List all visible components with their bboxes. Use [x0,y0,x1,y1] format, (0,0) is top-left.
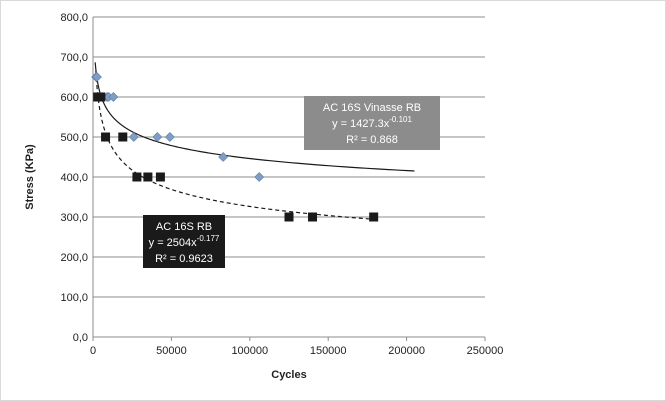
x-tick-label: 100000 [231,345,268,357]
x-tick-label: 250000 [467,345,504,357]
y-tick-label: 100,0 [60,292,88,304]
y-tick-label: 800,0 [60,12,88,24]
x-tick-label: 0 [90,345,96,357]
y-axis-title: Stress (KPa) [24,144,36,210]
y-tick-label: 400,0 [60,172,88,184]
vinasse-trendline [94,62,415,172]
rb-r-squared: R² = 0.9623 [155,253,213,265]
rb-point [96,92,106,102]
y-tick-label: 700,0 [60,52,88,64]
y-tick-label: 200,0 [60,252,88,264]
rb-point [101,132,111,142]
vinasse-box-bg [304,96,440,150]
rb-box-title: AC 16S RB [156,221,212,233]
vinasse-point [128,132,139,142]
vinasse-point [108,92,119,102]
rb-point [284,212,294,222]
rb-point [118,132,128,142]
rb-point [308,212,318,222]
x-tick-label: 150000 [310,345,347,357]
axes [92,17,486,341]
rb-trendline [95,71,379,221]
x-tick-labels: 0 50000 100000 150000 200000 250000 [90,345,503,357]
rb-point [143,172,153,182]
vinasse-point [164,132,175,142]
vinasse-r-squared: R² = 0.868 [346,134,398,146]
rb-box-bg [143,215,225,268]
y-tick-label: 500,0 [60,132,88,144]
x-tick-label: 200000 [388,345,425,357]
rb-exponent: -0.177 [197,234,220,243]
vinasse-point [218,152,229,162]
y-tick-label: 600,0 [60,92,88,104]
trendlines [94,62,415,221]
y-tick-label: 300,0 [60,212,88,224]
vinasse-box-title: AC 16S Vinasse RB [323,102,421,114]
vinasse-point [152,132,163,142]
data-points [91,72,379,222]
x-tick-label: 50000 [156,345,187,357]
rb-point [155,172,165,182]
rb-point [369,212,379,222]
vinasse-point [91,72,102,82]
x-axis-title: Cycles [271,369,306,381]
vinasse-point [254,172,265,182]
rb-point [132,172,142,182]
vinasse-exponent: -0.101 [389,115,412,124]
y-tick-label: 0,0 [73,332,88,344]
y-tick-labels: 0,0 100,0 200,0 300,0 400,0 500,0 600,0 700,0 80… [60,12,88,344]
